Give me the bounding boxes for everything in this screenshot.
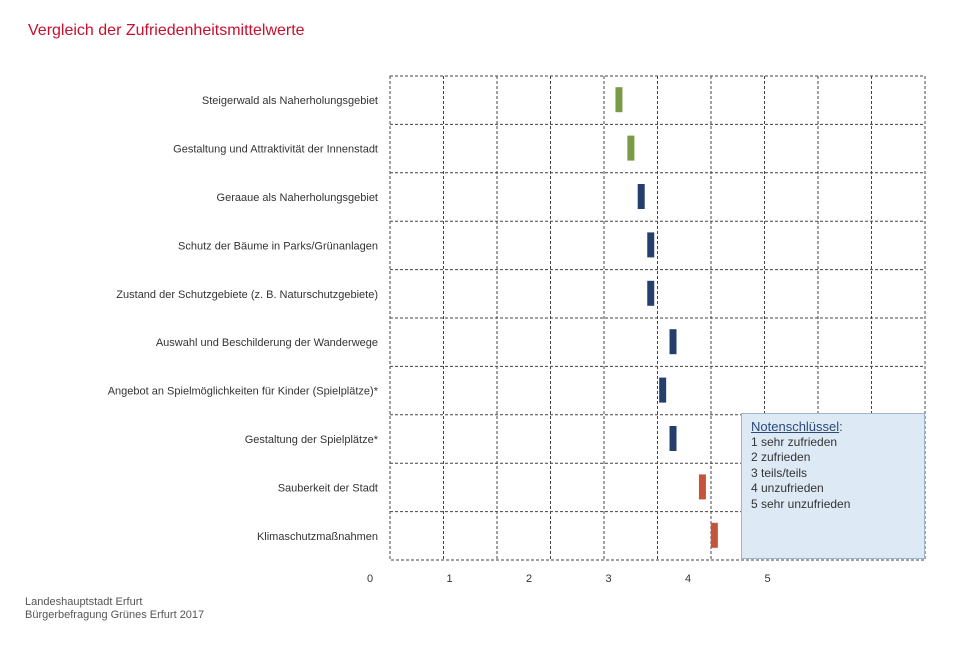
legend-title: Notenschlüssel	[751, 419, 840, 434]
x-tick-label: 2	[526, 573, 532, 585]
legend-item: 1 sehr zufrieden	[751, 434, 838, 449]
chart-title: Vergleich der Zufriedenheitsmittelwerte	[28, 22, 305, 39]
category-label: Zustand der Schutzgebiete (z. B. Natursc…	[116, 289, 378, 301]
bar	[659, 377, 667, 403]
footer-line-1: Landeshauptstadt Erfurt	[25, 596, 143, 608]
bar	[698, 474, 706, 500]
bar	[647, 280, 655, 306]
grade-key-legend: Notenschlüssel: 1 sehr zufrieden 2 zufri…	[741, 413, 925, 559]
category-label: Geraaue als Naherholungsgebiet	[217, 192, 378, 204]
x-tick-labels: 0 1 2 3 4 5	[367, 573, 771, 585]
legend-item: 3 teils/teils	[751, 465, 808, 480]
bar	[637, 184, 645, 209]
category-label: Auswahl und Beschilderung der Wanderwege	[156, 337, 378, 349]
x-tick-label: 0	[367, 573, 373, 585]
legend-item: 2 zufrieden	[751, 450, 811, 465]
bar	[627, 135, 635, 161]
category-label: Klimaschutzmaßnahmen	[257, 531, 378, 543]
legend-title-suffix: :	[839, 419, 843, 434]
footer: Landeshauptstadt Erfurt Bürgerbefragung …	[25, 596, 204, 622]
category-labels: Steigerwald als Naherholungsgebiet Gestal…	[108, 95, 379, 543]
bar	[669, 329, 677, 355]
category-label: Angebot an Spielmöglichkeiten für Kinder…	[108, 386, 379, 398]
bar	[669, 426, 677, 451]
x-tick-label: 1	[446, 573, 452, 585]
bars	[615, 87, 718, 548]
x-tick-label: 4	[685, 573, 691, 585]
x-tick-label: 5	[764, 573, 770, 585]
x-tick-label: 3	[605, 573, 611, 585]
bar	[647, 232, 655, 258]
category-label: Gestaltung der Spielplätze*	[245, 434, 379, 446]
footer-line-2: Bürgerbefragung Grünes Erfurt 2017	[25, 609, 205, 621]
category-label: Steigerwald als Naherholungsgebiet	[202, 95, 378, 107]
bar	[710, 522, 718, 548]
category-label: Schutz der Bäume in Parks/Grünanlagen	[178, 240, 378, 252]
category-label: Gestaltung und Attraktivität der Innenst…	[173, 144, 378, 156]
legend-item: 4 unzufrieden	[751, 481, 824, 496]
legend-item: 5 sehr unzufrieden	[751, 496, 851, 511]
category-label: Sauberkeit der Stadt	[278, 482, 378, 494]
bar	[615, 87, 623, 113]
